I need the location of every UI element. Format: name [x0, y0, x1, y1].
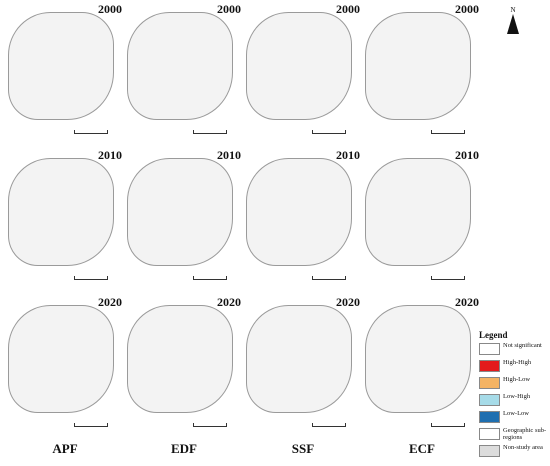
scale-bar — [431, 272, 465, 280]
map-region — [365, 305, 471, 413]
north-label: N — [510, 6, 516, 14]
legend-item-high-low: High-Low — [479, 376, 547, 393]
map-region — [246, 305, 352, 413]
legend-label: Not significant — [503, 342, 542, 349]
map-region — [365, 12, 471, 120]
year-label: 2020 — [98, 295, 122, 309]
legend-swatch — [479, 411, 500, 423]
map-panel-ssf-2: 2020 — [242, 295, 364, 435]
map-panel-ecf-2: 2020 — [361, 295, 483, 435]
map-panel-apf-0: 2000 — [4, 2, 126, 142]
map-region — [127, 305, 233, 413]
year-label: 2010 — [217, 148, 241, 162]
map-region — [8, 158, 114, 266]
column-label-ssf: SSF — [291, 441, 315, 456]
legend-item-low-low: Low-Low — [479, 410, 547, 427]
map-region — [246, 12, 352, 120]
column-label-edf: EDF — [171, 441, 197, 456]
legend-swatch — [479, 360, 500, 372]
legend-label: High-Low — [503, 376, 531, 383]
map-region — [365, 158, 471, 266]
map-panel-edf-2: 2020 — [123, 295, 245, 435]
year-label: 2020 — [455, 295, 479, 309]
scale-bar — [193, 126, 227, 134]
legend: Legend Not significant High-High High-Lo… — [479, 330, 547, 461]
map-panel-ssf-1: 2010 — [242, 148, 364, 288]
map-panel-ssf-0: 2000 — [242, 2, 364, 142]
scale-bar — [431, 126, 465, 134]
map-region — [127, 158, 233, 266]
map-panel-ecf-0: 2000 — [361, 2, 483, 142]
year-label: 2020 — [217, 295, 241, 309]
legend-swatch — [479, 377, 500, 389]
legend-label: Low-Low — [503, 410, 529, 417]
year-label: 2000 — [98, 2, 122, 16]
map-panel-edf-0: 2000 — [123, 2, 245, 142]
legend-item-high-high: High-High — [479, 359, 547, 376]
legend-item-geographic-sub-regions: Geographic sub-regions — [479, 427, 547, 444]
legend-swatch — [479, 394, 500, 406]
year-label: 2000 — [455, 2, 479, 16]
legend-label: Low-High — [503, 393, 531, 400]
north-arrowhead — [507, 14, 519, 34]
year-label: 2010 — [98, 148, 122, 162]
map-region — [8, 12, 114, 120]
scale-bar — [74, 272, 108, 280]
legend-swatch — [479, 445, 500, 457]
legend-label: High-High — [503, 359, 532, 366]
legend-item-non-study-area: Non-study area — [479, 444, 547, 461]
scale-bar — [312, 272, 346, 280]
legend-label: Non-study area — [503, 444, 543, 451]
legend-label: Geographic sub-regions — [503, 427, 547, 441]
scale-bar — [312, 126, 346, 134]
map-region — [8, 305, 114, 413]
scale-bar — [193, 419, 227, 427]
year-label: 2000 — [217, 2, 241, 16]
year-label: 2010 — [336, 148, 360, 162]
scale-bar — [431, 419, 465, 427]
column-label-ecf: ECF — [409, 441, 435, 456]
map-panel-apf-2: 2020 — [4, 295, 126, 435]
legend-swatch — [479, 343, 500, 355]
scale-bar — [312, 419, 346, 427]
legend-swatch — [479, 428, 500, 440]
north-arrow-icon: N — [506, 6, 520, 34]
map-panel-edf-1: 2010 — [123, 148, 245, 288]
map-panel-apf-1: 2010 — [4, 148, 126, 288]
year-label: 2020 — [336, 295, 360, 309]
map-panel-ecf-1: 2010 — [361, 148, 483, 288]
column-label-apf: APF — [52, 441, 78, 456]
legend-item-not-significant: Not significant — [479, 342, 547, 359]
year-label: 2010 — [455, 148, 479, 162]
scale-bar — [74, 419, 108, 427]
year-label: 2000 — [336, 2, 360, 16]
legend-item-low-high: Low-High — [479, 393, 547, 410]
legend-title: Legend — [479, 330, 508, 340]
map-region — [127, 12, 233, 120]
scale-bar — [74, 126, 108, 134]
scale-bar — [193, 272, 227, 280]
map-region — [246, 158, 352, 266]
